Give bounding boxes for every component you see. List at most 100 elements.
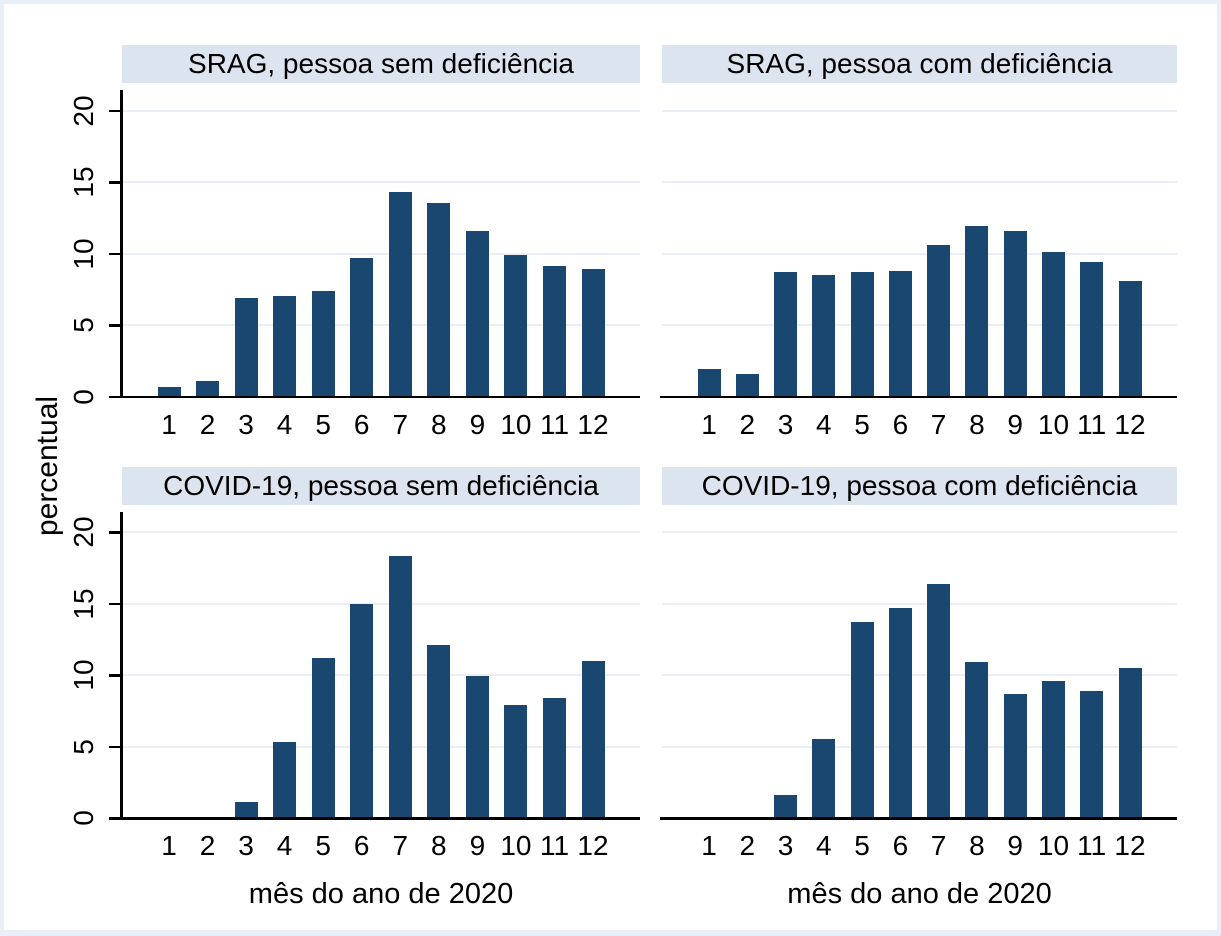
- x-tick-label: 12: [577, 408, 609, 440]
- y-tick-mark: [109, 252, 120, 255]
- x-tick-label: 7: [392, 830, 409, 861]
- y-axis-line: [120, 90, 123, 398]
- bar: [234, 802, 258, 818]
- y-tick-mark: [109, 395, 120, 398]
- gridline: [122, 745, 640, 748]
- y-tick-mark: [109, 674, 120, 677]
- x-tick-label: 11: [1077, 408, 1107, 440]
- bar: [388, 192, 412, 397]
- y-tick-mark: [109, 324, 120, 327]
- figure-border-bottom: [0, 930, 1221, 936]
- x-tick-label: 3: [238, 830, 254, 861]
- bar: [311, 290, 335, 397]
- figure-border-right: [1217, 0, 1221, 936]
- bar: [504, 254, 528, 397]
- bar: [504, 705, 528, 818]
- x-tick-label: 12: [1114, 408, 1146, 440]
- y-tick-label: 15: [68, 587, 99, 620]
- panel-title: COVID-19, pessoa com deficiência: [662, 466, 1177, 505]
- x-tick-label: 12: [577, 830, 609, 861]
- bar: [927, 583, 951, 818]
- y-tick-mark: [109, 181, 120, 184]
- y-tick-mark: [109, 745, 120, 748]
- bar: [850, 622, 874, 818]
- x-axis-line: [120, 395, 640, 398]
- bar: [311, 657, 335, 818]
- y-tick-label: 10: [68, 237, 99, 270]
- x-axis-line: [120, 817, 640, 820]
- y-tick-label: 20: [68, 94, 99, 127]
- x-tick-label: 4: [816, 830, 832, 861]
- x-tick-label: 5: [854, 408, 870, 440]
- gridline: [122, 674, 640, 676]
- bar: [697, 369, 721, 397]
- x-tick-label: 2: [199, 408, 216, 440]
- bar: [581, 660, 605, 818]
- x-tick-label: 11: [539, 408, 570, 440]
- gridline: [662, 674, 1177, 676]
- x-tick-label: 5: [854, 830, 870, 861]
- x-tick-label: 2: [739, 830, 756, 861]
- x-tick-label: 8: [969, 830, 985, 861]
- x-tick-label: 6: [892, 830, 909, 861]
- x-tick-label: 1: [161, 830, 177, 861]
- bar: [1118, 667, 1142, 819]
- x-tick-label: 1: [701, 408, 717, 440]
- y-tick-label: 0: [68, 388, 99, 405]
- x-axis-line: [660, 395, 1177, 398]
- gridline: [122, 181, 640, 183]
- x-tick-label: 1: [161, 408, 177, 440]
- bar: [196, 380, 219, 397]
- x-tick-label: 9: [469, 830, 486, 861]
- x-tick-label: 11: [539, 830, 570, 861]
- x-tick-label: 9: [469, 408, 486, 440]
- x-tick-label: 1: [701, 830, 717, 861]
- bar: [465, 676, 489, 818]
- gridline: [662, 324, 1177, 326]
- x-tick-label: 3: [777, 408, 794, 440]
- bar: [427, 645, 451, 818]
- gridline: [122, 602, 640, 605]
- gridline: [662, 531, 1177, 533]
- gridline: [122, 324, 640, 326]
- bar: [157, 386, 181, 397]
- y-tick-label: 20: [68, 516, 99, 548]
- bar: [1080, 262, 1104, 397]
- panel-title: SRAG, pessoa com deficiência: [662, 45, 1177, 83]
- bar: [1042, 680, 1065, 818]
- bar: [465, 230, 489, 397]
- x-tick-label: 8: [431, 408, 447, 440]
- bar: [1003, 693, 1027, 818]
- y-tick-mark: [109, 109, 120, 112]
- x-tick-label: 7: [930, 830, 947, 861]
- bar: [1118, 280, 1142, 397]
- x-tick-label: 6: [892, 408, 909, 440]
- bar: [774, 272, 797, 397]
- x-tick-label: 10: [500, 830, 532, 861]
- panel-title: COVID-19, pessoa sem deficiência: [122, 466, 640, 505]
- x-tick-label: 8: [431, 830, 447, 861]
- panel-title: SRAG, pessoa sem deficiência: [122, 45, 640, 83]
- bar: [812, 274, 836, 397]
- bar: [350, 603, 374, 818]
- bar: [812, 739, 836, 819]
- gridline: [662, 109, 1177, 112]
- figure-border-left: [0, 0, 4, 936]
- x-tick-label: 3: [238, 408, 254, 440]
- x-tick-label: 2: [739, 408, 756, 440]
- gridline: [662, 181, 1177, 183]
- x-axis-title: mês do ano de 2020: [248, 878, 514, 910]
- x-axis-title: mês do ano de 2020: [787, 878, 1052, 910]
- bar: [388, 556, 412, 818]
- gridline: [662, 252, 1177, 255]
- x-tick-label: 10: [1037, 408, 1070, 440]
- x-tick-label: 5: [315, 408, 331, 440]
- bar: [1080, 690, 1104, 818]
- figure-border-top: [0, 0, 1221, 4]
- x-tick-label: 3: [777, 830, 794, 861]
- y-tick-label: 0: [68, 810, 99, 826]
- bar: [774, 795, 797, 818]
- bar: [350, 257, 374, 397]
